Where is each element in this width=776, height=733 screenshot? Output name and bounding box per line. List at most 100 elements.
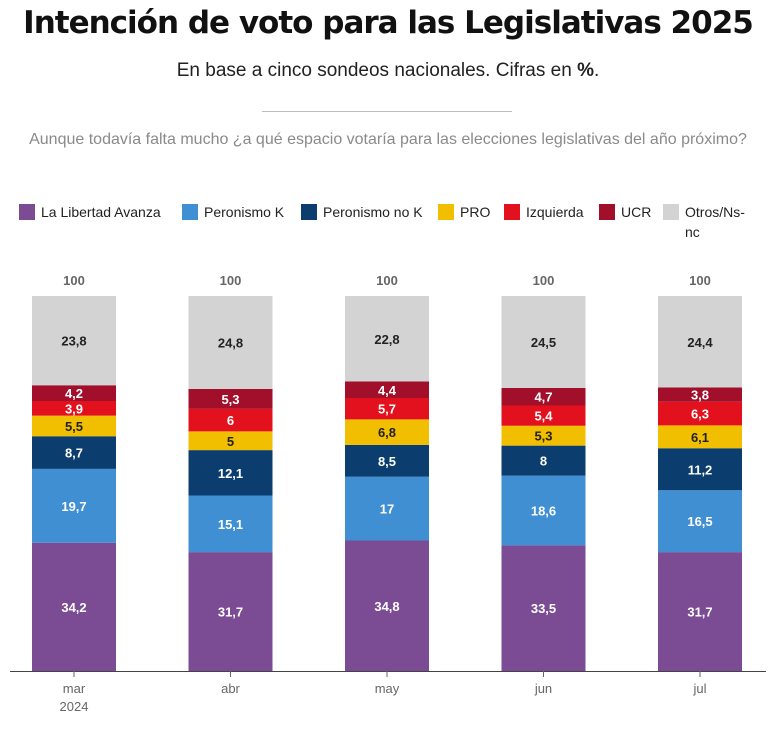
bar-segment — [345, 381, 429, 398]
data-label: 4,4 — [378, 383, 397, 398]
bar-segment — [345, 476, 429, 541]
bar-segment — [188, 552, 273, 671]
stacked-bar-chart: 34,2 19,7 8,7 5,5 3,94,2 23,8 100 mar 2024 31,7 15… — [10, 273, 766, 714]
data-label: 23,8 — [61, 334, 86, 349]
legend-item-peronismo-no-k: Peronismo no K — [301, 202, 423, 222]
bar-segment — [658, 296, 742, 388]
legend-swatch — [301, 204, 317, 220]
legend-swatch — [504, 204, 520, 220]
data-label: 31,7 — [218, 605, 243, 620]
bar-segment — [501, 425, 586, 446]
data-label: 15,1 — [218, 517, 243, 532]
bar-segment — [501, 387, 586, 406]
bar-segment — [32, 436, 116, 469]
bar-segment — [188, 450, 273, 496]
data-label: 5,3 — [221, 392, 239, 407]
legend-item-pro: PRO — [438, 202, 490, 222]
legend-item-la-libertad-avanza: La Libertad Avanza — [19, 202, 161, 222]
bar-segment — [188, 389, 273, 409]
data-label: 6,3 — [691, 407, 709, 422]
data-label: 24,4 — [687, 335, 713, 350]
legend-swatch — [182, 204, 198, 220]
data-label: 8,7 — [65, 446, 83, 461]
data-label: 34,2 — [61, 600, 86, 615]
divider — [262, 111, 512, 112]
legend-label: Izquierda — [526, 204, 584, 220]
data-label: 33,5 — [531, 601, 556, 616]
data-label: 5,5 — [65, 419, 83, 434]
data-label: 19,7 — [61, 499, 86, 514]
bar-segment — [188, 495, 273, 553]
bar-segment — [345, 444, 429, 477]
data-label: 22,8 — [374, 332, 399, 347]
bar-segment — [658, 387, 742, 402]
total-label: 100 — [533, 273, 555, 288]
data-label: 12,1 — [218, 466, 243, 481]
data-label: 4,7 — [534, 390, 552, 405]
bar-segment — [658, 490, 742, 553]
data-label: 17 — [380, 502, 394, 517]
bar-segment — [345, 398, 429, 420]
subtitle-text: En base a cinco sondeos nacionales. Cifr… — [176, 60, 578, 81]
data-label: 6,8 — [378, 425, 396, 440]
total-label: 100 — [63, 273, 85, 288]
survey-question: Aunque todavía falta mucho ¿a qué espaci… — [29, 131, 747, 148]
legend-swatch — [438, 204, 454, 220]
x-tick-sublabel: 2024 — [60, 699, 89, 714]
x-tick-label: abr — [221, 681, 240, 696]
bar-segment — [501, 445, 586, 476]
bar-segment — [32, 415, 116, 437]
legend-item-otros-ns-nc: Otros/Ns-nc — [663, 202, 758, 242]
x-tick-label: mar — [63, 681, 86, 696]
bar-segment — [501, 405, 586, 426]
total-label: 100 — [220, 273, 242, 288]
data-label: 34,8 — [374, 599, 399, 614]
bar-segment — [188, 296, 273, 389]
legend-item-izquierda: Izquierda — [504, 202, 584, 222]
bar-segment — [188, 431, 273, 451]
legend-swatch — [599, 204, 615, 220]
data-label: 5,4 — [534, 409, 553, 424]
bar-segment — [658, 401, 742, 426]
data-label: 11,2 — [688, 462, 713, 477]
legend-label: Otros/Ns-nc — [685, 204, 745, 240]
data-label: 4,2 — [65, 386, 83, 401]
bar-segment — [32, 296, 116, 386]
data-label: 6 — [227, 413, 234, 428]
x-tick-label: jul — [692, 681, 706, 696]
bar-segment — [345, 540, 429, 671]
subtitle-unit: % — [577, 60, 594, 81]
legend: La Libertad Avanza Peronismo K Peronismo… — [19, 202, 769, 246]
total-label: 100 — [689, 273, 711, 288]
data-label: 5,7 — [378, 402, 396, 417]
data-label: 24,5 — [531, 335, 556, 350]
data-label: 3,8 — [691, 388, 709, 403]
data-label: 18,6 — [531, 504, 556, 519]
legend-label: PRO — [460, 204, 491, 220]
data-label: 8,5 — [378, 454, 396, 469]
data-label: 5,3 — [534, 429, 552, 444]
bar-segment — [658, 425, 742, 449]
legend-label: Peronismo no K — [323, 204, 423, 220]
bar-segment — [501, 475, 586, 546]
bar-segment — [188, 408, 273, 432]
legend-swatch — [19, 204, 35, 220]
data-label: 24,8 — [218, 336, 243, 351]
bar-segment — [501, 296, 586, 388]
bar-segment — [658, 552, 742, 671]
bar-segment — [345, 419, 429, 445]
total-label: 100 — [376, 273, 398, 288]
bar-segment — [658, 448, 742, 491]
chart-subtitle: En base a cinco sondeos nacionales. Cifr… — [0, 60, 776, 82]
data-label: 5 — [227, 434, 234, 449]
bar-segment — [345, 296, 429, 382]
legend-item-ucr: UCR — [599, 202, 651, 222]
data-label: 31,7 — [687, 605, 712, 620]
legend-label: UCR — [621, 204, 652, 220]
subtitle-end: . — [593, 60, 600, 81]
data-label: 8 — [540, 454, 547, 469]
data-label: 16,5 — [687, 514, 712, 529]
legend-item-peronismo-k: Peronismo K — [182, 202, 284, 222]
x-tick-label: may — [375, 681, 400, 696]
bar-segment — [32, 468, 116, 543]
